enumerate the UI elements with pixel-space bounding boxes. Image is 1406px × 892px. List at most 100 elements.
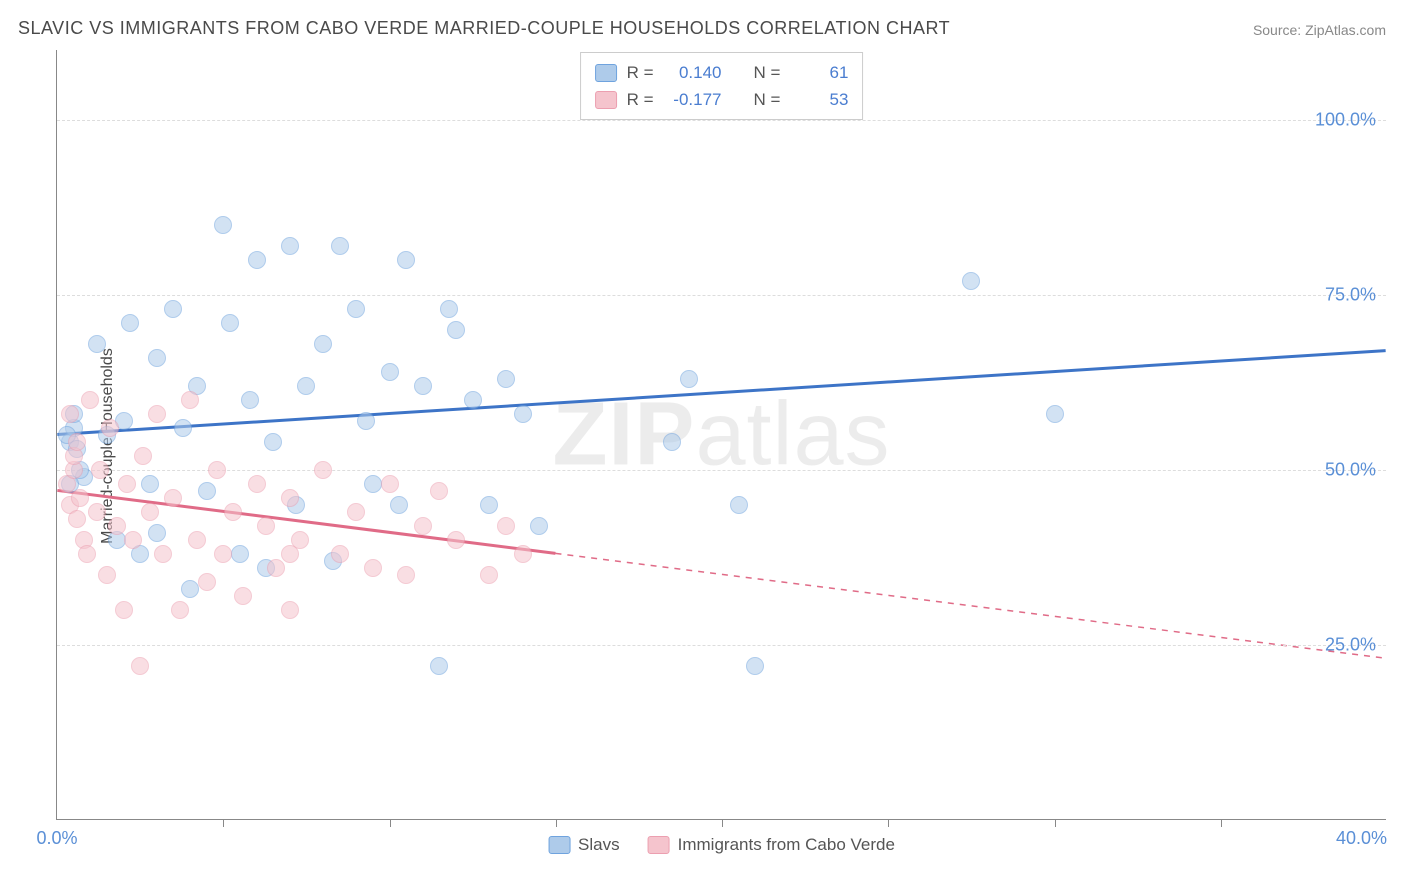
x-tick-label-right: 40.0% <box>1336 828 1387 849</box>
data-point <box>1046 405 1064 423</box>
data-point <box>414 517 432 535</box>
data-point <box>214 545 232 563</box>
data-point <box>746 657 764 675</box>
series-legend-item: Immigrants from Cabo Verde <box>648 835 895 855</box>
y-tick-label: 100.0% <box>1315 110 1376 131</box>
data-point <box>297 377 315 395</box>
data-point <box>121 314 139 332</box>
x-tick <box>556 819 557 827</box>
data-point <box>221 314 239 332</box>
data-point <box>497 517 515 535</box>
legend-r-label: R = <box>627 59 654 86</box>
legend-n-value: 61 <box>790 59 848 86</box>
data-point <box>81 391 99 409</box>
data-point <box>430 657 448 675</box>
source-label: Source: ZipAtlas.com <box>1253 22 1386 38</box>
data-point <box>430 482 448 500</box>
data-point <box>181 580 199 598</box>
data-point <box>91 461 109 479</box>
data-point <box>78 545 96 563</box>
correlation-legend: R =0.140N =61R =-0.177N =53 <box>580 52 864 120</box>
data-point <box>115 601 133 619</box>
data-point <box>730 496 748 514</box>
trend-lines <box>57 50 1386 819</box>
data-point <box>234 587 252 605</box>
legend-row: R = 0.140 N = 61 <box>595 59 849 86</box>
data-point <box>108 517 126 535</box>
data-point <box>214 216 232 234</box>
data-point <box>680 370 698 388</box>
series-legend: SlavsImmigrants from Cabo Verde <box>548 835 895 855</box>
data-point <box>224 503 242 521</box>
data-point <box>141 503 159 521</box>
data-point <box>88 503 106 521</box>
x-tick <box>223 819 224 827</box>
data-point <box>281 489 299 507</box>
data-point <box>381 363 399 381</box>
data-point <box>314 335 332 353</box>
data-point <box>514 545 532 563</box>
data-point <box>208 461 226 479</box>
legend-r-value: 0.140 <box>664 59 722 86</box>
data-point <box>148 524 166 542</box>
data-point <box>248 251 266 269</box>
data-point <box>440 300 458 318</box>
data-point <box>397 251 415 269</box>
x-tick-label-left: 0.0% <box>36 828 77 849</box>
legend-swatch <box>548 836 570 854</box>
x-tick <box>1221 819 1222 827</box>
data-point <box>141 475 159 493</box>
data-point <box>181 391 199 409</box>
legend-n-label: N = <box>754 86 781 113</box>
data-point <box>331 237 349 255</box>
data-point <box>241 391 259 409</box>
data-point <box>291 531 309 549</box>
legend-row: R =-0.177N =53 <box>595 86 849 113</box>
legend-r-label: R = <box>627 86 654 113</box>
data-point <box>464 391 482 409</box>
data-point <box>101 419 119 437</box>
data-point <box>71 489 89 507</box>
data-point <box>267 559 285 577</box>
data-point <box>314 461 332 479</box>
data-point <box>148 405 166 423</box>
data-point <box>164 489 182 507</box>
data-point <box>364 559 382 577</box>
data-point <box>257 517 275 535</box>
data-point <box>414 377 432 395</box>
data-point <box>331 545 349 563</box>
data-point <box>98 566 116 584</box>
data-point <box>447 321 465 339</box>
data-point <box>357 412 375 430</box>
data-point <box>381 475 399 493</box>
x-tick <box>888 819 889 827</box>
x-tick <box>1055 819 1056 827</box>
data-point <box>118 475 136 493</box>
data-point <box>248 475 266 493</box>
data-point <box>171 601 189 619</box>
data-point <box>514 405 532 423</box>
data-point <box>68 510 86 528</box>
legend-swatch <box>595 91 617 109</box>
series-name: Immigrants from Cabo Verde <box>678 835 895 855</box>
data-point <box>188 531 206 549</box>
data-point <box>131 657 149 675</box>
data-point <box>390 496 408 514</box>
data-point <box>364 475 382 493</box>
data-point <box>480 566 498 584</box>
legend-swatch <box>648 836 670 854</box>
legend-swatch <box>595 64 617 82</box>
data-point <box>347 503 365 521</box>
data-point <box>264 433 282 451</box>
legend-n-label: N = <box>754 59 781 86</box>
data-point <box>124 531 142 549</box>
legend-n-value: 53 <box>790 86 848 113</box>
data-point <box>281 601 299 619</box>
data-point <box>174 419 192 437</box>
y-tick-label: 25.0% <box>1325 635 1376 656</box>
data-point <box>198 573 216 591</box>
data-point <box>68 433 86 451</box>
gridline <box>57 470 1386 471</box>
gridline <box>57 645 1386 646</box>
x-tick <box>390 819 391 827</box>
